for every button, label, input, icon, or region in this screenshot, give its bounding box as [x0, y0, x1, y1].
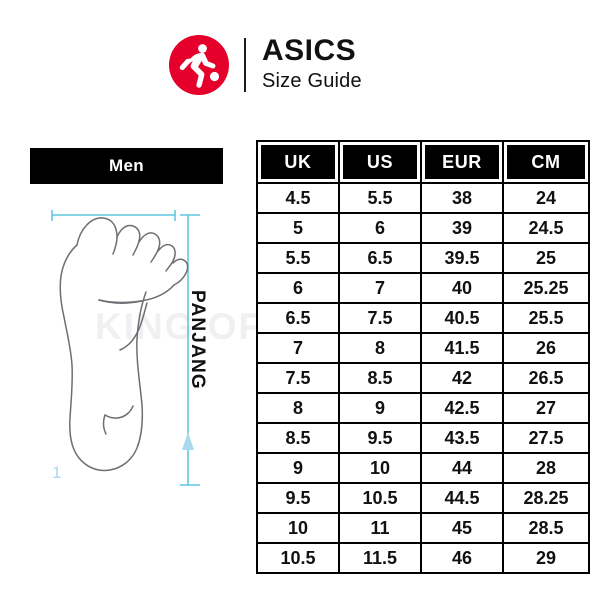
cell-uk: 4.5	[256, 182, 340, 214]
column-header-us: US	[338, 140, 422, 184]
brand-name: ASICS	[262, 33, 357, 67]
cell-cm: 24.5	[502, 212, 590, 244]
cell-cm: 27.5	[502, 422, 590, 454]
cell-eur: 39	[420, 212, 504, 244]
cell-cm: 28	[502, 452, 590, 484]
cell-cm: 27	[502, 392, 590, 424]
column-header-uk-label: UK	[261, 145, 335, 179]
brand-header: ASICS Size Guide	[168, 34, 362, 96]
brand-text-block: ASICS Size Guide	[262, 33, 362, 95]
table-row: 7.5 8.5 42 26.5	[256, 362, 590, 394]
cell-us: 8	[338, 332, 422, 364]
cell-eur: 40	[420, 272, 504, 304]
column-header-uk: UK	[256, 140, 340, 184]
cell-cm: 29	[502, 542, 590, 574]
foot-diagram: 1	[30, 200, 240, 510]
cell-uk: 8.5	[256, 422, 340, 454]
up-arrow-icon	[182, 432, 194, 450]
cell-eur: 41.5	[420, 332, 504, 364]
cell-us: 8.5	[338, 362, 422, 394]
cell-us: 11	[338, 512, 422, 544]
table-row: 10 11 45 28.5	[256, 512, 590, 544]
table-row: 6 7 40 25.25	[256, 272, 590, 304]
width-guide-line	[51, 210, 176, 221]
column-header-cm-label: CM	[507, 145, 585, 179]
cell-us: 7.5	[338, 302, 422, 334]
cell-cm: 24	[502, 182, 590, 214]
cell-eur: 39.5	[420, 242, 504, 274]
cell-eur: 42	[420, 362, 504, 394]
cell-uk: 5	[256, 212, 340, 244]
cell-cm: 28.5	[502, 512, 590, 544]
column-header-eur: EUR	[420, 140, 504, 184]
size-table: UK US EUR CM 4.5 5.5 38 24 5 6 39 24.5 5.5 6.5 3…	[256, 140, 590, 574]
cell-us: 9.5	[338, 422, 422, 454]
brand-subtitle: Size Guide	[262, 70, 362, 93]
cell-eur: 42.5	[420, 392, 504, 424]
cell-uk: 10	[256, 512, 340, 544]
size-table-container: UK US EUR CM 4.5 5.5 38 24 5 6 39 24.5 5.5 6.5 3…	[256, 140, 590, 574]
cell-uk: 8	[256, 392, 340, 424]
gender-banner-label: Men	[109, 156, 144, 175]
cell-us: 6.5	[338, 242, 422, 274]
cell-cm: 25.25	[502, 272, 590, 304]
cell-eur: 44	[420, 452, 504, 484]
cell-eur: 38	[420, 182, 504, 214]
cell-us: 7	[338, 272, 422, 304]
cell-cm: 25.5	[502, 302, 590, 334]
cell-cm: 26	[502, 332, 590, 364]
table-row: 10.5 11.5 46 29	[256, 542, 590, 574]
gender-banner: Men	[30, 148, 223, 184]
cell-eur: 46	[420, 542, 504, 574]
cell-cm: 28.25	[502, 482, 590, 514]
table-header-row: UK US EUR CM	[256, 140, 590, 184]
table-row: 4.5 5.5 38 24	[256, 182, 590, 214]
cell-uk: 6	[256, 272, 340, 304]
table-row: 5.5 6.5 39.5 25	[256, 242, 590, 274]
table-row: 8.5 9.5 43.5 27.5	[256, 422, 590, 454]
cell-uk: 9.5	[256, 482, 340, 514]
cell-eur: 44.5	[420, 482, 504, 514]
asics-runner-icon	[168, 34, 230, 96]
cell-uk: 9	[256, 452, 340, 484]
cell-cm: 25	[502, 242, 590, 274]
column-header-cm: CM	[502, 140, 590, 184]
cell-us: 5.5	[338, 182, 422, 214]
cell-us: 10.5	[338, 482, 422, 514]
table-row: 5 6 39 24.5	[256, 212, 590, 244]
column-header-eur-label: EUR	[425, 145, 499, 179]
table-row: 8 9 42.5 27	[256, 392, 590, 424]
cell-us: 6	[338, 212, 422, 244]
cell-eur: 43.5	[420, 422, 504, 454]
cell-cm: 26.5	[502, 362, 590, 394]
table-row: 7 8 41.5 26	[256, 332, 590, 364]
cell-us: 10	[338, 452, 422, 484]
cell-uk: 7	[256, 332, 340, 364]
cell-us: 11.5	[338, 542, 422, 574]
cell-uk: 6.5	[256, 302, 340, 334]
brand-divider	[244, 38, 246, 92]
cell-uk: 10.5	[256, 542, 340, 574]
cell-us: 9	[338, 392, 422, 424]
length-measurement-label: PANJANG	[187, 290, 208, 390]
cell-uk: 5.5	[256, 242, 340, 274]
cell-uk: 7.5	[256, 362, 340, 394]
table-row: 9.5 10.5 44.5 28.25	[256, 482, 590, 514]
table-row: 6.5 7.5 40.5 25.5	[256, 302, 590, 334]
table-row: 9 10 44 28	[256, 452, 590, 484]
foot-sole-outline-icon	[59, 217, 189, 472]
column-header-us-label: US	[343, 145, 417, 179]
cell-eur: 45	[420, 512, 504, 544]
table-body: 4.5 5.5 38 24 5 6 39 24.5 5.5 6.5 39.5 25 6 7 40 25.…	[256, 182, 590, 574]
cell-eur: 40.5	[420, 302, 504, 334]
figure-number: 1	[52, 463, 61, 482]
